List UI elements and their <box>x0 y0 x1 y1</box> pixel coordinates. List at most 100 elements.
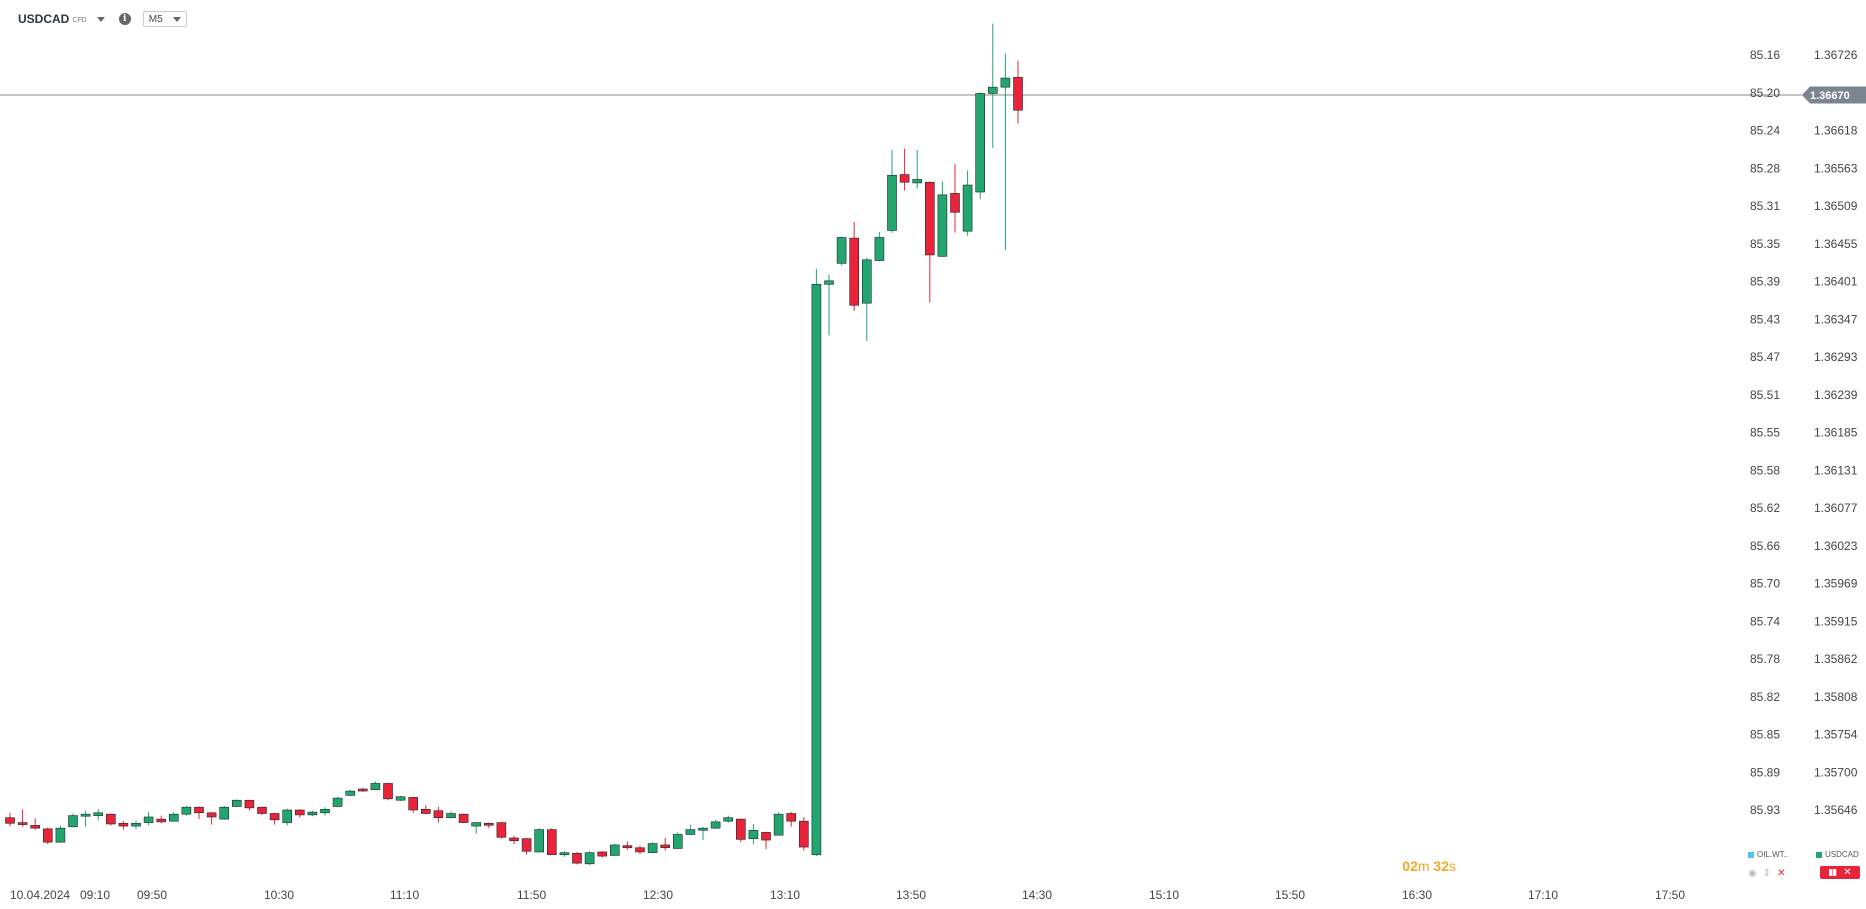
candle-body <box>320 809 330 814</box>
price-tick-label: 1.36347 <box>1814 312 1858 326</box>
candle-body <box>395 796 406 801</box>
alt-price-tick-label: 85.85 <box>1750 728 1780 742</box>
candle <box>257 806 267 815</box>
alt-price-tick-label: 85.93 <box>1750 803 1780 817</box>
countdown-minutes-unit: m <box>1417 858 1430 874</box>
time-axis: 10.04.2024 09:10 09:50 10:30 11:10 11:50 12:30… <box>10 888 1685 902</box>
candle <box>647 842 658 854</box>
candle-body <box>118 822 129 827</box>
alt-price-tick-label: 85.47 <box>1750 350 1780 364</box>
candle <box>748 823 759 845</box>
candle-countdown: 02m 32s <box>1402 858 1456 874</box>
alt-price-tick-label: 85.51 <box>1750 388 1780 402</box>
candle-body <box>106 813 116 825</box>
time-tick-label: 12:30 <box>643 888 673 902</box>
candle-body <box>294 809 305 816</box>
candle <box>937 181 948 258</box>
candle-body <box>483 822 494 826</box>
countdown-minutes: 02 <box>1402 858 1418 874</box>
time-tick-label: 10.04.2024 <box>10 888 70 902</box>
candle <box>433 806 444 823</box>
candle <box>42 827 53 845</box>
candle <box>118 821 129 830</box>
candle-body <box>975 93 986 193</box>
series-controls-pill[interactable]: ▮▮ ✕ <box>1820 866 1860 879</box>
remove-series-icon[interactable]: ✕ <box>1843 867 1852 878</box>
candle-body <box>169 813 179 822</box>
candle-body <box>257 806 267 814</box>
candle-body <box>345 790 356 796</box>
candle-body <box>357 788 368 792</box>
candle <box>383 782 393 801</box>
candle <box>609 843 620 856</box>
candle <box>345 789 356 797</box>
candle-body <box>546 829 557 856</box>
candle-body <box>798 820 809 848</box>
candles-layer <box>5 23 1023 866</box>
candle-body <box>131 822 141 827</box>
candle <box>710 819 721 829</box>
candle-body <box>458 813 469 823</box>
candle-body <box>572 853 582 864</box>
candle-body <box>156 818 166 823</box>
candle <box>395 796 406 801</box>
candle-body <box>735 818 746 840</box>
candle <box>30 818 41 830</box>
candle-body <box>660 844 671 849</box>
time-tick-label: 09:50 <box>137 888 167 902</box>
candle-body <box>370 783 381 791</box>
candle <box>836 236 847 266</box>
candle <box>521 837 532 855</box>
close-icon[interactable]: ✕ <box>1777 868 1786 879</box>
candle <box>143 812 154 826</box>
time-tick-label: 11:50 <box>517 888 546 902</box>
candle <box>698 826 708 841</box>
legend-item-usdcad[interactable]: USDCAD <box>1816 850 1859 859</box>
candle-body <box>509 837 519 842</box>
candle-body <box>194 806 204 814</box>
candle-body <box>206 812 217 818</box>
instrument-selector[interactable]: USDCAD CFD <box>18 12 105 26</box>
candle <box>672 832 683 850</box>
candle <box>1013 60 1023 124</box>
candle <box>370 781 381 791</box>
candle-body <box>723 817 734 822</box>
candle <box>408 796 419 813</box>
candle <box>244 799 255 811</box>
chart-toolbar: USDCAD CFD i M5 <box>18 10 187 28</box>
info-icon[interactable]: i <box>118 13 131 25</box>
candle <box>131 820 141 829</box>
candle-body <box>685 829 696 835</box>
legend-item-oil[interactable]: OIL.WT.. <box>1748 850 1788 859</box>
candle <box>899 148 910 191</box>
price-axis-right[interactable]: 1.36726 1.36618 1.36563 1.36509 1.36455 1.364… <box>1814 48 1858 817</box>
candle-body <box>5 817 15 824</box>
candle <box>357 787 368 792</box>
candle <box>156 815 166 824</box>
candle-body <box>307 811 318 816</box>
timeframe-value: M5 <box>148 13 163 25</box>
price-tick-label: 1.36131 <box>1814 463 1858 477</box>
alt-price-tick-label: 85.28 <box>1750 161 1780 175</box>
alt-price-tick-label: 85.70 <box>1750 577 1780 591</box>
candle <box>232 799 242 808</box>
candle-body <box>30 825 41 829</box>
reorder-icon[interactable]: ⇕ <box>1762 868 1772 879</box>
candle <box>786 812 797 827</box>
candle <box>206 812 217 825</box>
candle-body <box>143 816 154 823</box>
candle-body <box>824 280 834 285</box>
alt-price-tick-label: 85.74 <box>1750 614 1780 628</box>
candle-body <box>521 838 532 852</box>
candle <box>912 150 923 189</box>
candle-body <box>887 174 897 231</box>
candle <box>723 815 734 823</box>
candle-body <box>748 829 759 839</box>
eye-icon[interactable]: ◉ <box>1748 868 1757 879</box>
chevron-down-icon[interactable] <box>96 16 105 22</box>
candle-body <box>761 832 771 841</box>
candle-body <box>534 829 545 853</box>
timeframe-select[interactable]: M5 <box>142 11 187 27</box>
price-tick-label: 1.36726 <box>1814 48 1858 62</box>
